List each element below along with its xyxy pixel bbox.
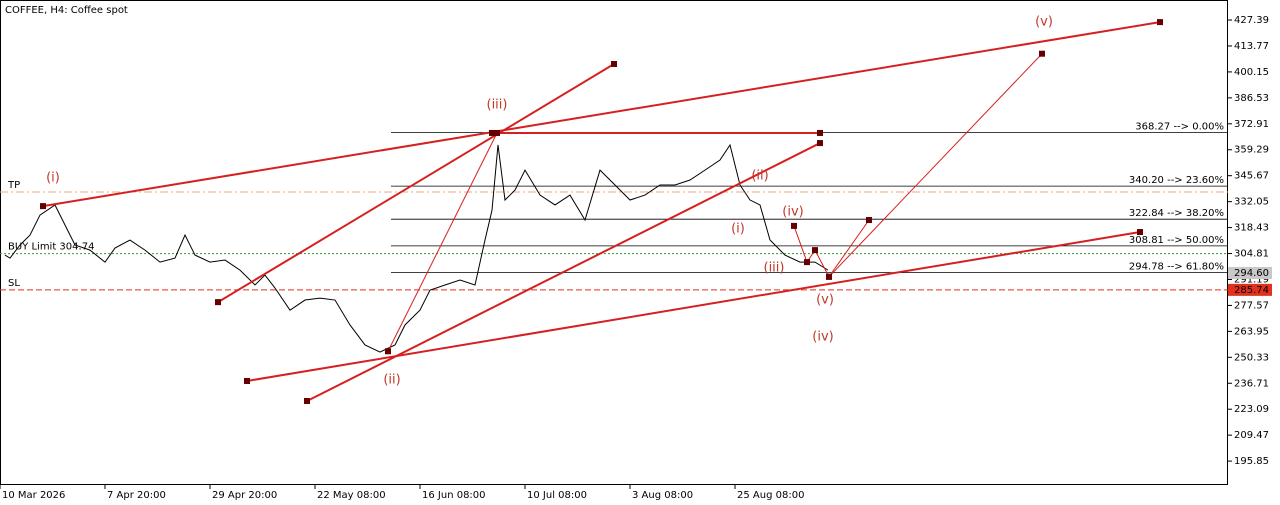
level-label: TP — [7, 180, 20, 191]
y-tick-label: 427.39 — [1234, 15, 1269, 26]
price-line — [4, 143, 829, 353]
y-tick-label: 332.05 — [1234, 197, 1269, 208]
x-tick-label: 10 Jul 08:00 — [527, 490, 587, 501]
fib-label: 322.84 --> 38.20% — [1129, 208, 1224, 219]
wave-label: (i) — [46, 171, 60, 186]
y-tick-label: 277.57 — [1234, 300, 1269, 311]
x-tick-label: 10 Mar 2026 — [2, 490, 65, 501]
wave-label: (iv) — [782, 205, 803, 220]
price-box-label: 285.74 — [1234, 285, 1269, 296]
anchor-point — [1137, 229, 1143, 236]
fib-label: 368.27 --> 0.00% — [1135, 122, 1224, 133]
y-tick-label: 400.15 — [1234, 67, 1269, 78]
y-tick-label: 250.33 — [1234, 352, 1269, 363]
price-box — [1228, 266, 1272, 279]
wave-label: (iii) — [764, 261, 785, 276]
anchor-point — [1157, 19, 1163, 26]
projection — [387, 132, 498, 352]
trendline — [42, 21, 1161, 208]
anchor-point — [804, 259, 810, 266]
anchor-point — [244, 377, 250, 384]
y-tick-label: 304.81 — [1234, 249, 1269, 260]
y-tick-label: 291.19 — [1234, 274, 1269, 285]
fib-label: 294.78 --> 61.80% — [1129, 262, 1224, 273]
x-tick-label: 3 Aug 08:00 — [632, 490, 693, 501]
anchor-point — [385, 348, 391, 355]
chart-title: COFFEE, H4: Coffee spot — [5, 5, 128, 16]
x-tick-label: 22 May 08:00 — [317, 490, 386, 501]
y-tick-label: 345.67 — [1234, 171, 1269, 182]
price-box-label: 294.60 — [1234, 268, 1269, 279]
anchor-point — [215, 299, 221, 306]
y-tick-label: 195.85 — [1234, 456, 1269, 467]
y-tick-label: 372.91 — [1234, 119, 1269, 130]
y-tick-label: 236.71 — [1234, 378, 1269, 389]
wave-label: (ii) — [751, 169, 768, 184]
anchor-point — [866, 217, 872, 224]
anchor-point — [812, 247, 818, 254]
wave-label: (v) — [1035, 15, 1053, 30]
fib-label: 340.20 --> 23.60% — [1129, 175, 1224, 186]
anchor-point — [611, 61, 617, 68]
anchor-point — [489, 129, 495, 136]
x-tick-label: 16 Jun 08:00 — [422, 490, 486, 501]
wave-label: (iv) — [812, 330, 833, 345]
price-box — [1228, 283, 1272, 296]
anchor-point — [791, 222, 797, 229]
projection — [828, 53, 1043, 278]
anchor-point — [494, 129, 500, 136]
y-tick-label: 263.95 — [1234, 326, 1269, 337]
anchor-point — [304, 397, 310, 404]
wave-label: (v) — [816, 293, 834, 308]
x-tick-label: 7 Apr 20:00 — [107, 490, 166, 501]
x-tick-label: 29 Apr 20:00 — [212, 490, 277, 501]
anchor-point — [1039, 50, 1045, 57]
level-label: BUY Limit 304.74 — [8, 242, 94, 253]
y-tick-label: 209.47 — [1234, 430, 1269, 441]
y-tick-label: 413.77 — [1234, 41, 1269, 52]
level-label: SL — [8, 278, 20, 289]
trendline — [217, 63, 615, 303]
anchor-point — [40, 203, 46, 210]
y-tick-label: 386.53 — [1234, 93, 1269, 104]
wave-label: (i) — [731, 222, 745, 237]
y-tick-label: 318.43 — [1234, 223, 1269, 234]
projection — [793, 219, 870, 278]
plot-frame — [0, 0, 1228, 485]
anchor-point — [826, 273, 832, 280]
anchor-point — [817, 129, 823, 136]
fib-label: 308.81 --> 50.00% — [1129, 235, 1224, 246]
wave-label: (iii) — [487, 98, 508, 113]
anchor-point — [817, 140, 823, 147]
x-tick-label: 25 Aug 08:00 — [737, 490, 804, 501]
trendline — [246, 231, 1141, 382]
y-tick-label: 223.09 — [1234, 404, 1269, 415]
wave-label: (ii) — [383, 373, 400, 388]
y-tick-label: 359.29 — [1234, 145, 1269, 156]
trendline — [306, 142, 821, 402]
